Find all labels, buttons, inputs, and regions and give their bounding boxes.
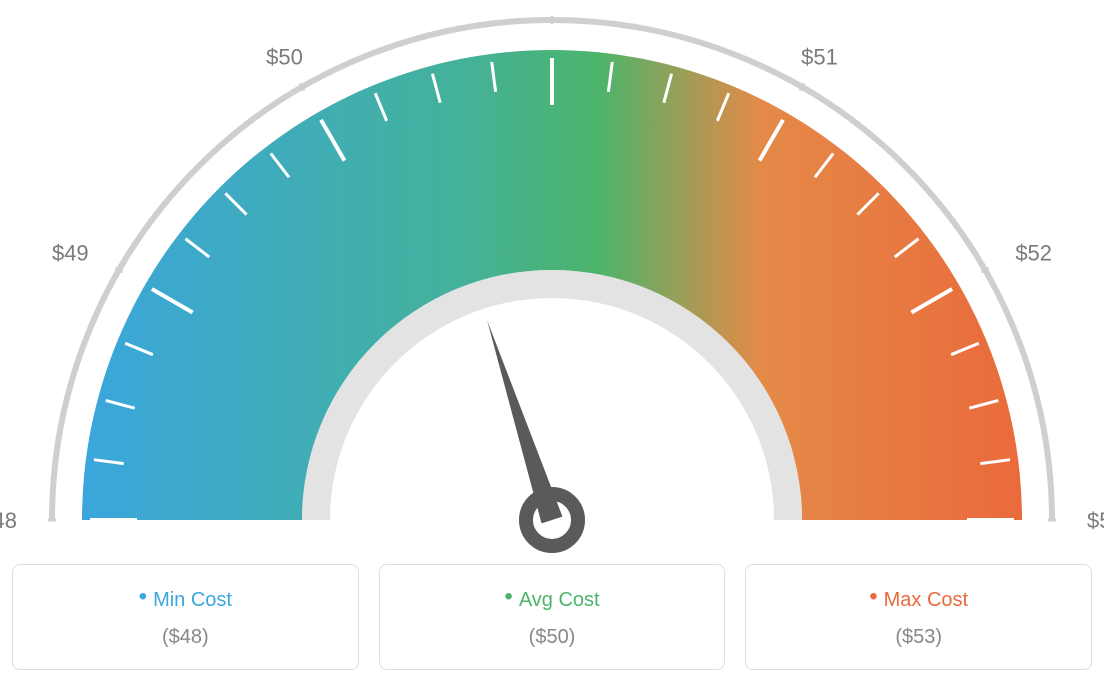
svg-text:$51: $51 xyxy=(801,45,838,70)
legend-label-max: Max Cost xyxy=(884,589,968,611)
svg-text:$53: $53 xyxy=(1087,508,1104,533)
svg-text:$52: $52 xyxy=(1015,241,1052,266)
legend-title-avg: • Avg Cost xyxy=(390,583,715,612)
legend-dot-min: • xyxy=(139,583,147,610)
legend-label-avg: Avg Cost xyxy=(519,589,600,611)
legend-title-max: • Max Cost xyxy=(756,583,1081,612)
legend-dot-avg: • xyxy=(504,583,512,610)
legend-card-max: • Max Cost ($53) xyxy=(745,564,1092,670)
svg-text:$50: $50 xyxy=(266,45,303,70)
cost-gauge: $48$49$50$50$51$52$53 xyxy=(0,0,1104,555)
legend-label-min: Min Cost xyxy=(153,589,232,611)
legend-value-min: ($48) xyxy=(23,626,348,649)
legend-card-avg: • Avg Cost ($50) xyxy=(379,564,726,670)
svg-text:$48: $48 xyxy=(0,508,17,533)
legend-value-avg: ($50) xyxy=(390,626,715,649)
legend-dot-max: • xyxy=(869,583,877,610)
legend-value-max: ($53) xyxy=(756,626,1081,649)
svg-text:$49: $49 xyxy=(52,241,89,266)
legend-title-min: • Min Cost xyxy=(23,583,348,612)
legend-card-min: • Min Cost ($48) xyxy=(12,564,359,670)
legend-row: • Min Cost ($48) • Avg Cost ($50) • Max Cos… xyxy=(12,564,1092,670)
